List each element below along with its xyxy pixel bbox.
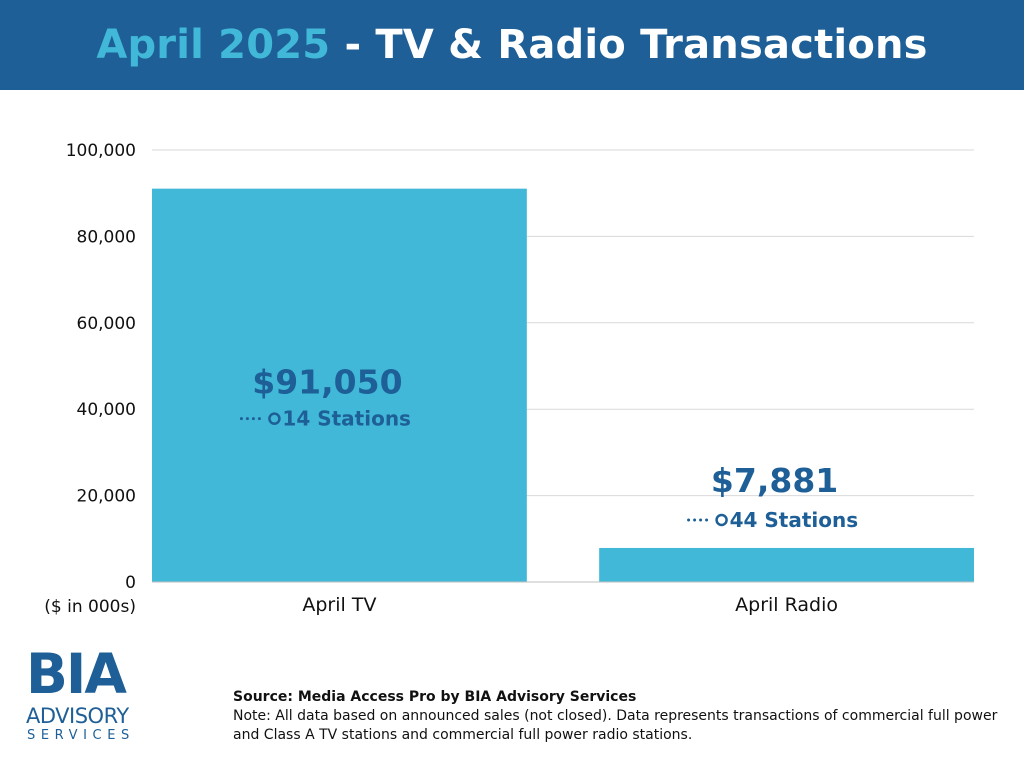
station-count-label: 44 Stations: [730, 508, 859, 532]
title-rest: - TV & Radio Transactions: [330, 22, 928, 68]
y-tick-label: 20,000: [77, 487, 136, 507]
leader-dot: [687, 518, 691, 522]
data-label: $7,881: [711, 461, 838, 500]
bar-chart: 0 20,000 40,000 60,000 80,000 100,000 ($ in 00…: [44, 141, 974, 617]
header-banner: April 2025 - TV & Radio Transactions: [0, 0, 1024, 90]
leader-dot: [693, 518, 697, 522]
y-tick-label: 0: [125, 573, 136, 593]
logo-bia-text: BIA: [26, 642, 127, 706]
station-count-label: 14 Stations: [282, 407, 411, 431]
leader-dot: [257, 417, 261, 421]
leader-dot: [245, 417, 249, 421]
leader-dot: [239, 417, 243, 421]
source-line: Source: Media Access Pro by BIA Advisory…: [233, 689, 637, 705]
y-axis-unit-label: ($ in 000s): [44, 597, 136, 617]
data-label: $91,050: [252, 363, 402, 402]
note-line: Note: All data based on announced sales …: [233, 708, 998, 743]
x-tick-label: April Radio: [735, 594, 838, 616]
bia-logo: BIA ADVISORY SERVICES: [26, 646, 156, 746]
y-tick-label: 80,000: [77, 227, 136, 247]
marker-circle: [715, 513, 728, 527]
leader-dot: [699, 518, 703, 522]
logo-services-text: SERVICES: [27, 728, 135, 743]
title-highlight: April 2025: [96, 22, 331, 68]
logo-advisory-text: ADVISORY: [26, 704, 129, 728]
y-tick-label: 40,000: [77, 400, 136, 420]
x-tick-label: April TV: [302, 594, 376, 616]
bar: [152, 188, 527, 582]
y-tick-label: 100,000: [66, 141, 136, 161]
y-tick-label: 60,000: [77, 314, 136, 334]
bar: [599, 547, 974, 582]
chart-title: April 2025 - TV & Radio Transactions: [96, 22, 927, 68]
footer-note: Source: Media Access Pro by BIA Advisory…: [233, 688, 1013, 745]
marker-circle: [268, 412, 281, 425]
leader-dot: [705, 518, 709, 522]
leader-dot: [251, 417, 255, 421]
